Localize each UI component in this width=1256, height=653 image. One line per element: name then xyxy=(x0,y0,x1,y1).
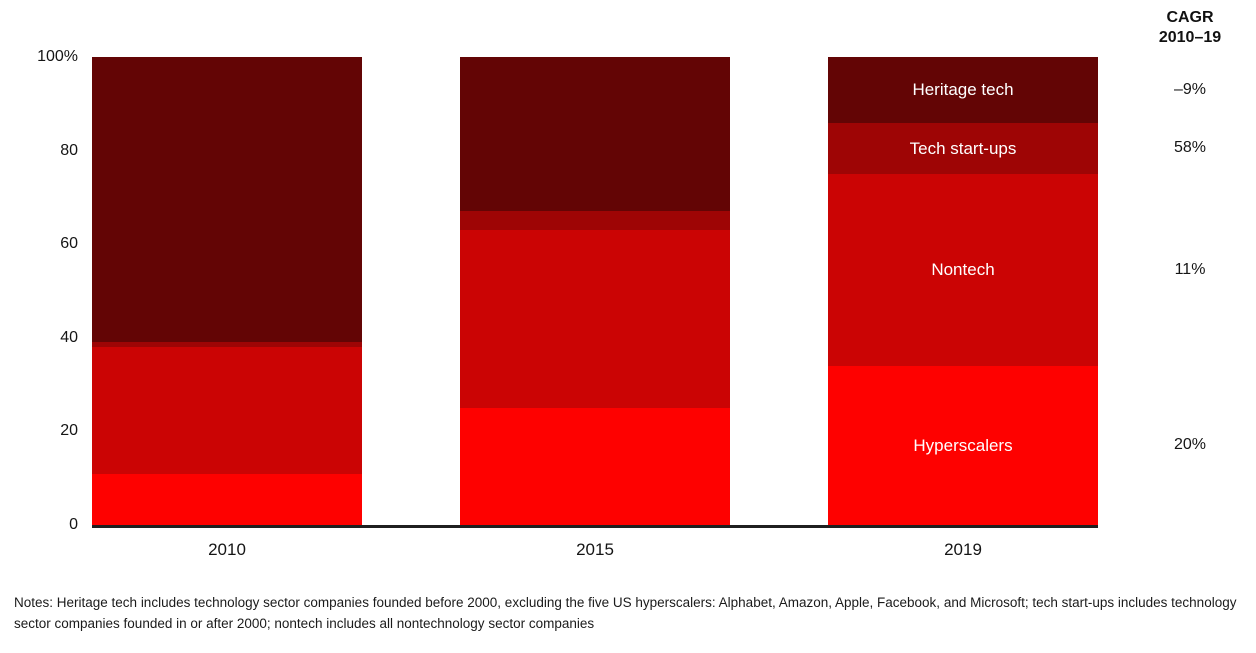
bar-segment-2019-heritage-tech xyxy=(828,57,1098,123)
bar-segment-2019-tech-start-ups xyxy=(828,122,1098,174)
bar-segment-2010-heritage-tech xyxy=(92,57,362,343)
y-axis-tick-label-60: 60 xyxy=(60,235,78,253)
x-axis-label-2010: 2010 xyxy=(208,540,246,559)
bar-segment-2010-nontech xyxy=(92,347,362,474)
y-axis-tick-label-100: 100% xyxy=(37,48,78,65)
footnotes: Notes: Heritage tech includes technology… xyxy=(14,595,1237,631)
x-axis-label-2015: 2015 xyxy=(576,540,614,559)
bar-segment-2015-tech-start-ups xyxy=(460,211,730,231)
cagr-header-line1: CAGR xyxy=(1166,9,1214,26)
y-axis-tick-label-40: 40 xyxy=(60,328,78,346)
x-axis-label-2019: 2019 xyxy=(944,540,982,559)
bar-segment-2015-nontech xyxy=(460,230,730,408)
bar-segment-2010-hyperscalers xyxy=(92,473,362,525)
segment-label-heritage-tech: Heritage tech xyxy=(912,80,1014,99)
cagr-value-hyperscalers: 20% xyxy=(1173,436,1207,454)
bar-segment-2015-heritage-tech xyxy=(460,57,730,212)
cagr-column-header: CAGR 2010–19 xyxy=(1128,8,1252,48)
y-axis-tick-label-20: 20 xyxy=(60,422,78,440)
segment-label-tech-start-ups: Tech start-ups xyxy=(909,138,1017,158)
bar-segment-2010-tech-start-ups xyxy=(92,342,362,348)
segment-label-hyperscalers: Hyperscalers xyxy=(913,435,1013,455)
bar-segment-2015-hyperscalers xyxy=(460,408,730,525)
cagr-value-heritage-tech: –9% xyxy=(1173,80,1207,98)
cagr-value-tech-start-ups: 58% xyxy=(1173,139,1207,157)
y-axis-tick-label-0: 0 xyxy=(69,516,78,533)
bar-segment-2019-hyperscalers xyxy=(828,365,1098,525)
segment-label-nontech: Nontech xyxy=(931,260,995,279)
x-axis-line xyxy=(92,525,1098,528)
y-axis-tick-label-80: 80 xyxy=(60,141,78,159)
cagr-value-nontech: 11% xyxy=(1174,260,1206,278)
bar-segment-2019-nontech xyxy=(828,174,1098,366)
cagr-header-line2: 2010–19 xyxy=(1158,29,1222,46)
